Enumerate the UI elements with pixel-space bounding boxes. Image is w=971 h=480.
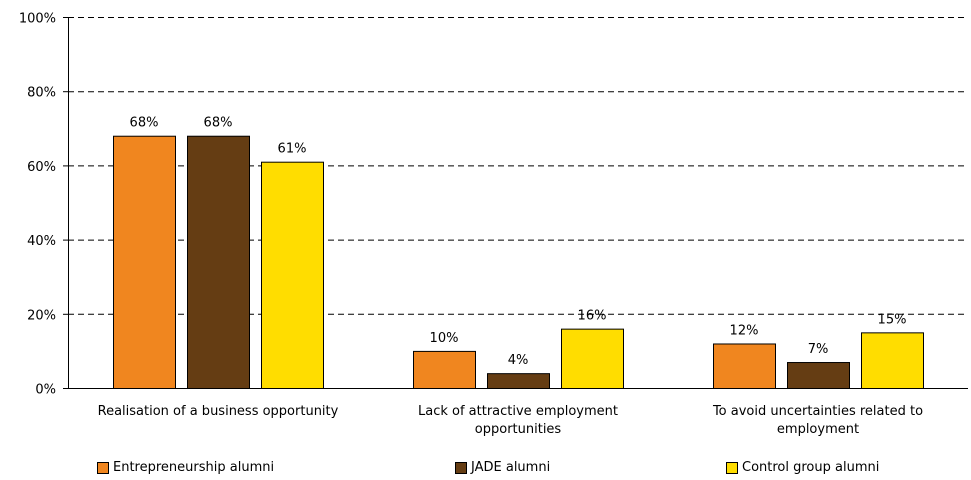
bar (713, 343, 776, 390)
data-label: 15% (878, 312, 907, 327)
legend: Entrepreneurship alumni JADE alumni Contro… (0, 458, 971, 478)
category-label: Realisation of a business opportunity (98, 404, 339, 419)
bar (861, 332, 924, 390)
data-label: 68% (130, 116, 159, 131)
legend-swatch (97, 461, 109, 474)
category-labels: Realisation of a business opportunity Lac… (98, 404, 923, 437)
data-label: 12% (730, 323, 759, 338)
data-labels: 68% 68% 61% 10% 4% 16% 12% 7% 15% (130, 116, 907, 368)
bar (187, 135, 250, 389)
data-label: 68% (204, 116, 233, 131)
category-label: employment (777, 422, 859, 437)
bar (561, 328, 624, 390)
bars (113, 135, 924, 390)
bar (413, 350, 476, 389)
category-label: Lack of attractive employment (418, 404, 618, 419)
bar (787, 362, 850, 389)
legend-swatch (455, 461, 467, 474)
legend-item: JADE alumni (455, 460, 550, 475)
y-tick-label: 40% (27, 234, 56, 249)
legend-label: JADE alumni (471, 460, 551, 475)
legend-swatch (726, 461, 738, 474)
data-label: 10% (430, 331, 459, 346)
y-axis-ticks: 0% 20% 40% 60% 80% 100% (19, 12, 68, 398)
y-tick-label: 60% (27, 160, 56, 175)
bar (487, 373, 550, 390)
bar (113, 135, 176, 389)
y-tick-label: 80% (27, 86, 56, 101)
y-tick-label: 20% (27, 308, 56, 323)
data-label: 16% (578, 309, 607, 324)
data-label: 61% (278, 142, 307, 157)
data-label: 7% (808, 342, 829, 357)
bar (261, 161, 324, 389)
legend-label: Control group alumni (742, 460, 880, 475)
y-tick-label: 0% (35, 383, 56, 398)
data-label: 4% (508, 353, 529, 368)
bar-chart: 0% 20% 40% 60% 80% 100% 68% 68% 61% 10% 4% 16% 12% 7… (19, 12, 968, 437)
legend-item: Entrepreneurship alumni (97, 460, 274, 475)
y-tick-label: 100% (19, 12, 56, 27)
legend-item: Control group alumni (726, 460, 879, 475)
category-label: To avoid uncertainties related to (712, 404, 923, 419)
category-label: opportunities (475, 422, 562, 437)
legend-label: Entrepreneurship alumni (113, 460, 275, 475)
